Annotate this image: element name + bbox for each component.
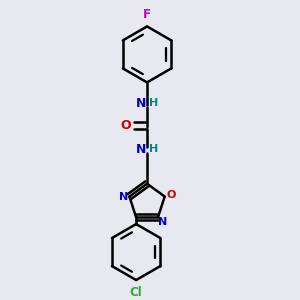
Text: Cl: Cl xyxy=(130,286,142,299)
Text: N: N xyxy=(158,217,167,227)
Text: N: N xyxy=(135,97,146,110)
Text: N: N xyxy=(119,192,128,202)
Text: O: O xyxy=(167,190,176,200)
Text: H: H xyxy=(149,144,158,154)
Text: O: O xyxy=(120,119,131,132)
Text: F: F xyxy=(143,8,151,21)
Text: H: H xyxy=(149,98,158,108)
Text: N: N xyxy=(135,143,146,156)
